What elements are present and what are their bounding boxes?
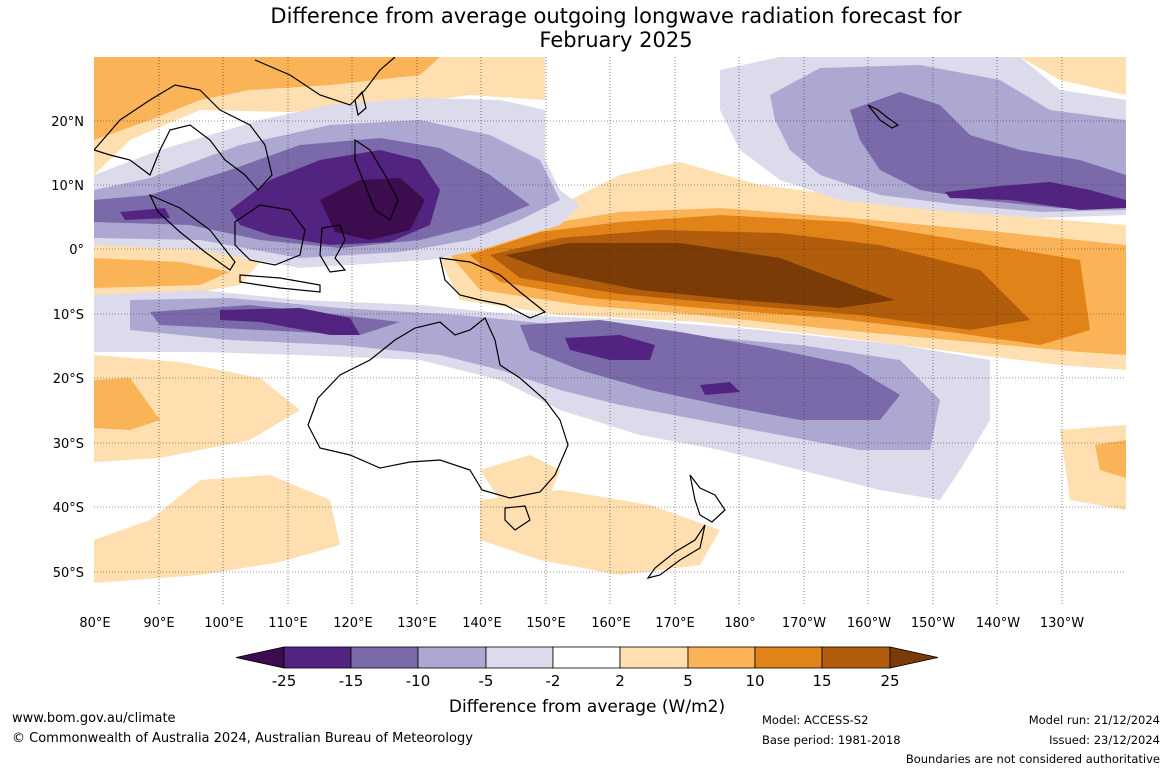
contour-minus-15-25-north-pacific (945, 182, 1126, 210)
colorbar-tick: 15 (812, 672, 831, 690)
lat-label: 30°S (53, 437, 84, 452)
coastlines (94, 57, 900, 579)
lat-label: 0° (69, 243, 84, 258)
philippines-coastline (354, 138, 399, 221)
contour-2-5-tasman (480, 490, 720, 575)
colorbar-swatch (619, 646, 689, 669)
colorbar-swatch (283, 646, 352, 669)
colorbar (235, 646, 939, 669)
colorbar-swatch (350, 646, 419, 669)
taiwan-coastline (354, 90, 367, 117)
hawaii-coastline (867, 104, 900, 129)
contour-2-5-south-west (94, 355, 300, 462)
map-title: Difference from average outgoing longwav… (0, 4, 1173, 52)
colorbar-high-extension (889, 646, 939, 669)
model-run-date: Model run: 21/12/2024 (1028, 713, 1160, 727)
lat-label: 20°N (51, 115, 84, 130)
website-link[interactable]: www.bom.gov.au/climate (12, 711, 176, 726)
title-line-2: February 2025 (539, 28, 693, 52)
colorbar-swatch (485, 646, 554, 669)
sumatra-coastline (148, 193, 236, 271)
lon-label: 110°E (268, 616, 308, 631)
lon-label: 170°E (655, 616, 695, 631)
contour-minus-15-25-coral-sea (565, 335, 655, 360)
lon-label: 150°E (526, 616, 566, 631)
colorbar-swatch (687, 646, 756, 669)
new-zealand-north-coastline (689, 474, 726, 523)
latitude-labels: 20°N 10°N 0° 10°S 20°S 30°S 40°S 50°S (51, 115, 84, 581)
graticule (94, 57, 1126, 605)
lon-label: 160°E (591, 616, 631, 631)
lon-label: 90°E (143, 616, 174, 631)
contour-minus-15-25-coral-sea-small (700, 382, 740, 395)
contour-5-10-south-east (1095, 440, 1126, 478)
lon-label: 140°E (462, 616, 502, 631)
australia-coastline (307, 317, 569, 499)
lon-label: 180° (724, 616, 755, 631)
colorbar-tick: -2 (546, 672, 561, 690)
contour-minus-15-25-indian (220, 308, 360, 335)
contour-5-10-north (94, 57, 440, 140)
colorbar-tick: -15 (339, 672, 364, 690)
new-guinea-coastline (439, 257, 547, 319)
colorbar-tick: -10 (406, 672, 431, 690)
asia-coastline (94, 84, 273, 191)
contour-2-5-north-east (1020, 57, 1126, 95)
colorbar-tick: 10 (745, 672, 764, 690)
colorbar-tick: 5 (683, 672, 693, 690)
contour-above-25 (505, 243, 895, 308)
title-line-1: Difference from average outgoing longwav… (270, 4, 962, 28)
lon-label: 120°E (333, 616, 373, 631)
lon-label: 130°W (1040, 616, 1084, 631)
lat-label: 40°S (53, 501, 84, 516)
boundaries-disclaimer: Boundaries are not considered authoritat… (905, 752, 1160, 766)
new-zealand-south-coastline (646, 524, 706, 579)
colorbar-tick: -25 (272, 672, 297, 690)
contour-5-10-west (94, 258, 230, 288)
anomaly-contours (94, 57, 1126, 605)
colorbar-swatch (821, 646, 891, 669)
lon-label: 100°E (204, 616, 244, 631)
contour-5-10-south-west (94, 378, 160, 430)
lon-label: 160°W (847, 616, 891, 631)
lat-label: 50°S (53, 566, 84, 581)
lat-label: 10°N (51, 179, 84, 194)
lon-label: 80°E (79, 616, 110, 631)
lon-label: 140°W (976, 616, 1020, 631)
colorbar-swatch (552, 646, 621, 669)
colorbar-tick: 2 (615, 672, 625, 690)
colorbar-swatch (754, 646, 823, 669)
colorbar-ticks: -25 -15 -10 -5 -2 2 5 10 15 25 (272, 672, 900, 690)
tasmania-coastline (504, 505, 531, 531)
china-coastline (254, 57, 396, 106)
copyright-text: © Commonwealth of Australia 2024, Austra… (12, 731, 473, 746)
lon-label: 130°E (397, 616, 437, 631)
colorbar-swatch (417, 646, 487, 669)
contour-minus-5-10-australia (130, 298, 940, 450)
sulawesi-coastline (319, 224, 347, 273)
longitude-labels: 80°E 90°E 100°E 110°E 120°E 130°E 140°E … (79, 616, 1084, 631)
colorbar-tick: 25 (880, 672, 899, 690)
base-period: Base period: 1981-2018 (762, 733, 901, 747)
lat-label: 10°S (53, 308, 84, 323)
borneo-coastline (234, 204, 306, 266)
lon-label: 170°W (782, 616, 826, 631)
lon-label: 150°W (911, 616, 955, 631)
contour-2-5-south-australia (480, 455, 560, 500)
contour-below-minus-25 (320, 178, 425, 240)
colorbar-tick: -5 (479, 672, 494, 690)
model-name: Model: ACCESS-S2 (762, 713, 869, 727)
colorbar-label: Difference from average (W/m2) (449, 697, 725, 717)
lat-label: 20°S (53, 372, 84, 387)
colorbar-low-extension (235, 646, 285, 669)
java-coastline (239, 274, 321, 293)
issued-date: Issued: 23/12/2024 (1049, 733, 1160, 747)
contour-2-5-south (94, 475, 340, 583)
